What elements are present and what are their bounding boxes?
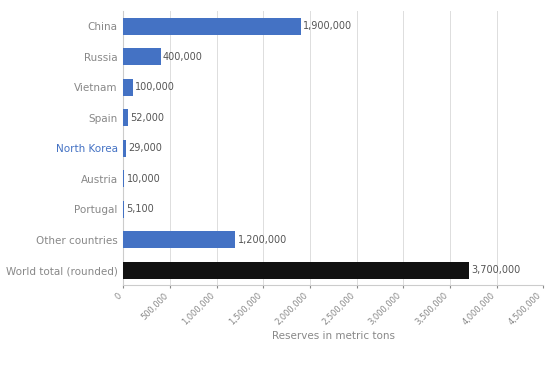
Text: 1,200,000: 1,200,000 [237, 235, 287, 245]
Text: 52,000: 52,000 [130, 113, 165, 123]
Bar [123, 18, 301, 35]
Text: 5,100: 5,100 [126, 204, 154, 214]
Text: 10,000: 10,000 [127, 174, 160, 184]
Text: 1,900,000: 1,900,000 [303, 21, 352, 31]
Text: 100,000: 100,000 [135, 82, 175, 92]
Text: 400,000: 400,000 [163, 52, 203, 62]
Bar [123, 170, 124, 187]
X-axis label: Reserves in metric tons: Reserves in metric tons [272, 331, 395, 341]
Bar [123, 48, 161, 65]
Bar [123, 262, 469, 279]
Text: 29,000: 29,000 [128, 143, 162, 153]
Bar [123, 109, 128, 126]
Bar [123, 79, 133, 96]
Bar [123, 231, 235, 248]
Text: 3,700,000: 3,700,000 [471, 265, 520, 275]
Bar [123, 140, 126, 157]
